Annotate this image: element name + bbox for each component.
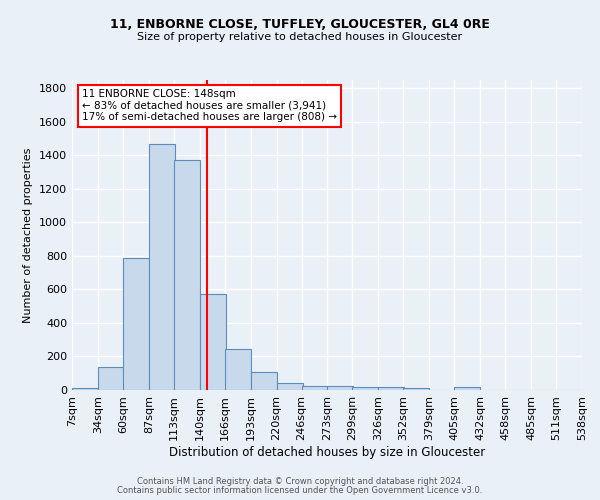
Text: Contains HM Land Registry data © Crown copyright and database right 2024.: Contains HM Land Registry data © Crown c… (137, 477, 463, 486)
Bar (454, 386, 480, 390)
Bar (328, 386, 353, 390)
Bar (200, 294, 226, 390)
Text: 11 ENBORNE CLOSE: 148sqm
← 83% of detached houses are smaller (3,941)
17% of sem: 11 ENBORNE CLOSE: 148sqm ← 83% of detach… (82, 90, 337, 122)
Bar (225, 349, 251, 390)
Bar (302, 386, 328, 390)
X-axis label: Distribution of detached houses by size in Gloucester: Distribution of detached houses by size … (169, 446, 485, 458)
Y-axis label: Number of detached properties: Number of detached properties (23, 148, 34, 322)
Bar (352, 388, 379, 390)
Bar (379, 388, 404, 390)
Text: Contains public sector information licensed under the Open Government Licence v3: Contains public sector information licen… (118, 486, 482, 495)
Text: Size of property relative to detached houses in Gloucester: Size of property relative to detached ho… (137, 32, 463, 42)
Bar (251, 372, 277, 390)
Bar (123, 258, 149, 390)
Bar (277, 384, 302, 390)
Bar (174, 160, 200, 390)
Text: 11, ENBORNE CLOSE, TUFFLEY, GLOUCESTER, GL4 0RE: 11, ENBORNE CLOSE, TUFFLEY, GLOUCESTER, … (110, 18, 490, 30)
Bar (98, 368, 124, 390)
Bar (72, 388, 98, 390)
Bar (403, 388, 429, 390)
Bar (149, 144, 175, 390)
